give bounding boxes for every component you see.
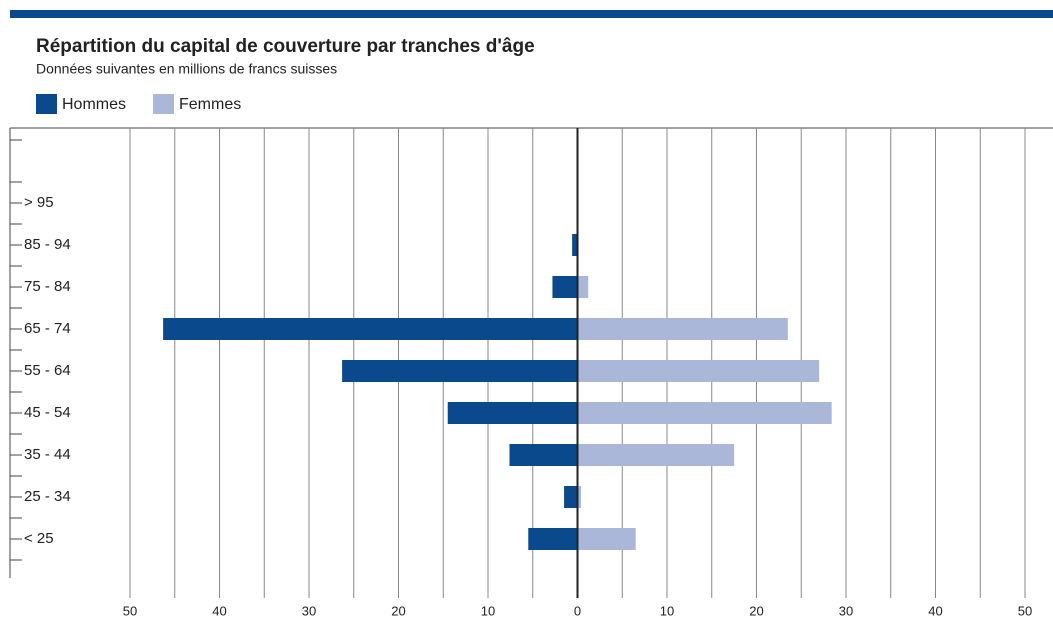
y-tick-label: 85 - 94 [24, 236, 71, 253]
chart-title: Répartition du capital de couverture par… [36, 36, 535, 57]
bar [577, 402, 832, 424]
bar [577, 318, 788, 340]
y-tick-label: 75 - 84 [24, 278, 71, 295]
x-tick-label: 30 [302, 603, 316, 618]
legend-swatch [153, 94, 174, 114]
header-band [10, 10, 1053, 18]
x-tick-label: 40 [928, 603, 942, 618]
legend-label: Femmes [179, 96, 241, 113]
bar [572, 234, 578, 256]
y-tick-label: < 25 [24, 530, 54, 547]
y-tick-label: 55 - 64 [24, 362, 71, 379]
y-tick-label: > 95 [24, 194, 54, 211]
legend-swatch [36, 94, 57, 114]
bar [552, 276, 578, 298]
x-tick-label: 40 [212, 603, 226, 618]
bar [342, 360, 578, 382]
bar [564, 486, 578, 508]
bar [163, 318, 578, 340]
bar [577, 486, 582, 508]
y-tick-label: 45 - 54 [24, 404, 71, 421]
bar [577, 444, 735, 466]
bar [447, 402, 578, 424]
y-tick-label: 65 - 74 [24, 320, 71, 337]
x-tick-label: 10 [660, 603, 674, 618]
x-tick-label: 50 [123, 603, 137, 618]
x-tick-label: 0 [574, 603, 581, 618]
x-tick-label: 30 [839, 603, 853, 618]
y-tick-label: 35 - 44 [24, 446, 71, 463]
x-tick-label: 50 [1018, 603, 1032, 618]
bar [577, 528, 636, 550]
bar [577, 360, 820, 382]
bar [509, 444, 578, 466]
x-tick-label: 20 [391, 603, 405, 618]
y-tick-label: 25 - 34 [24, 488, 71, 505]
x-tick-label: 20 [749, 603, 763, 618]
legend-label: Hommes [62, 96, 126, 113]
bar [528, 528, 578, 550]
chart-subtitle: Données suivantes en millions de francs … [36, 61, 337, 77]
x-tick-label: 10 [481, 603, 495, 618]
bar [577, 276, 589, 298]
